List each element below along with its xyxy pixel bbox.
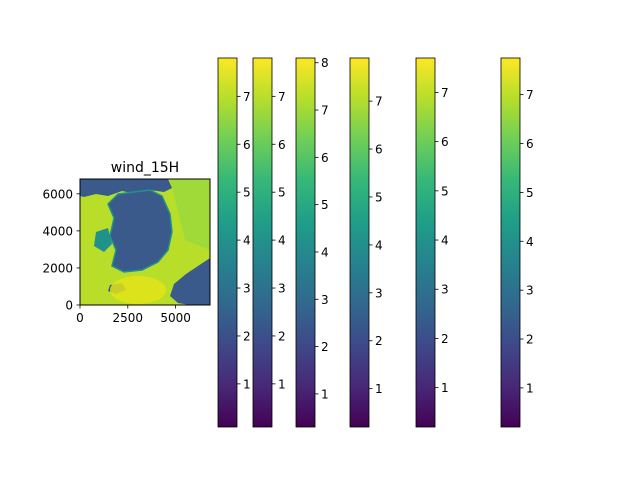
heatmap-title: wind_15H — [111, 160, 179, 176]
y-tick-label: 6000 — [42, 187, 73, 201]
colorbar-gradient — [349, 57, 370, 428]
colorbar-tick-label: 4 — [243, 234, 251, 248]
colorbar-tick-label: 4 — [375, 238, 383, 252]
colorbar-3: 1 2 3 4 5 6 7 8 — [295, 56, 329, 428]
colorbar-tick-label: 6 — [278, 138, 286, 152]
colorbar-1: 1 2 3 4 5 6 7 — [217, 57, 251, 428]
colorbar-tick-label: 6 — [375, 143, 383, 157]
southeast-landmass — [170, 258, 210, 305]
colorbar-tick-label: 6 — [526, 137, 534, 151]
colorbar-tick-label: 2 — [243, 329, 251, 343]
colorbar-tick-label: 5 — [321, 198, 329, 212]
southern-high-wind — [110, 276, 166, 304]
colorbar-tick-label: 5 — [526, 186, 534, 200]
colorbar-tick-label: 4 — [441, 234, 449, 248]
colorbar-tick-label: 2 — [375, 334, 383, 348]
colorbar-tick-label: 7 — [441, 86, 449, 100]
colorbar-tick-label: 3 — [375, 286, 383, 300]
heatmap-axes: 0 2500 5000 0 2000 4000 6000 — [42, 187, 190, 325]
west-coast-patch — [94, 228, 112, 252]
colorbar-2: 1 2 3 4 5 6 7 — [252, 57, 286, 428]
colorbar-tick-label: 2 — [278, 329, 286, 343]
colorbar-tick-label: 6 — [243, 138, 251, 152]
colorbar-tick-label: 5 — [441, 184, 449, 198]
colorbar-tick-label: 2 — [526, 333, 534, 347]
y-tick-label: 0 — [65, 299, 73, 313]
colorbar-tick-label: 7 — [526, 88, 534, 102]
offshore-gradient — [170, 179, 210, 250]
colorbar-tick-label: 3 — [243, 282, 251, 296]
colorbar-tick-label: 7 — [375, 95, 383, 109]
heatmap-image — [80, 179, 210, 305]
peninsula — [107, 189, 173, 273]
colorbar-tick-label: 3 — [526, 284, 534, 298]
colorbar-gradient — [295, 57, 316, 428]
colorbar-tick-label: 1 — [321, 387, 329, 401]
colorbar-tick-label: 1 — [441, 381, 449, 395]
colorbar-tick-label: 4 — [526, 235, 534, 249]
y-tick-label: 2000 — [42, 261, 73, 275]
colorbar-tick-label: 3 — [321, 293, 329, 307]
colorbar-tick-label: 1 — [243, 377, 251, 391]
colorbar-tick-label: 4 — [321, 245, 329, 259]
colorbar-tick-label: 7 — [243, 90, 251, 104]
colorbar-tick-label: 8 — [321, 56, 329, 70]
colorbar-tick-label: 1 — [375, 382, 383, 396]
colorbar-tick-label: 4 — [278, 234, 286, 248]
colorbar-tick-label: 3 — [441, 283, 449, 297]
colorbar-tick-label: 5 — [243, 186, 251, 200]
colorbar-tick-label: 5 — [278, 186, 286, 200]
colorbar-tick-label: 5 — [375, 190, 383, 204]
colorbar-gradient — [415, 57, 436, 428]
x-tick-label: 5000 — [160, 311, 191, 325]
colorbar-tick-label: 6 — [321, 151, 329, 165]
colorbar-tick-label: 7 — [321, 104, 329, 118]
colorbar-4: 1 2 3 4 5 6 7 — [349, 57, 383, 428]
colorbar-tick-label: 2 — [441, 332, 449, 346]
colorbar-tick-label: 6 — [441, 135, 449, 149]
colorbar-tick-label: 1 — [526, 381, 534, 395]
colorbars: 1 2 3 4 5 6 7 1 2 3 4 5 6 7 8 1 2 3 4 5 6 7 1 2 3 4 5 6 7 1 2 3 4 5 6 7 1 2 3 4… — [217, 56, 534, 428]
colorbar-gradient — [252, 57, 273, 428]
y-tick-label: 4000 — [42, 224, 73, 238]
colorbar-tick-label: 2 — [321, 340, 329, 354]
x-tick-label: 0 — [76, 311, 84, 325]
x-tick-label: 2500 — [113, 311, 144, 325]
colorbar-gradient — [217, 57, 238, 428]
heatmap-frame — [79, 178, 211, 306]
heatmap-panel: wind_15H 0 2500 5000 0 2000 4000 6000 — [42, 160, 211, 325]
colorbar-tick-label: 7 — [278, 90, 286, 104]
colorbar-tick-label: 1 — [278, 377, 286, 391]
north-landmass — [80, 179, 172, 197]
colorbar-5: 1 2 3 4 5 6 7 — [415, 57, 449, 428]
colorbar-gradient — [500, 57, 521, 428]
colorbar-6: 1 2 3 4 5 6 7 — [500, 57, 534, 428]
colorbar-tick-label: 3 — [278, 282, 286, 296]
